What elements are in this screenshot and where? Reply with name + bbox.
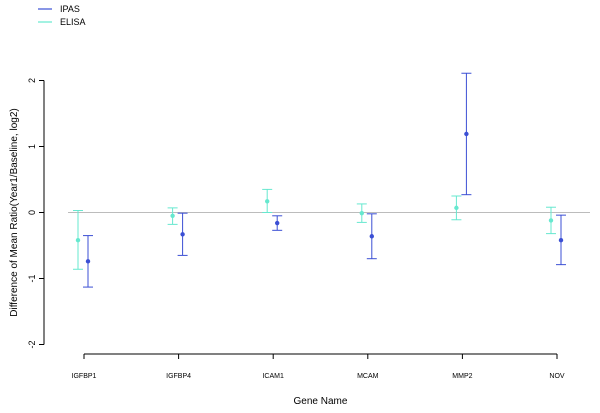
x-tick-label-nov: NOV [549,373,565,380]
elisa-icam1-point [265,199,270,204]
series-elisa [73,188,556,270]
x-tick-label-igfbp4: IGFBP4 [166,373,191,380]
legend: IPAS ELISA [38,4,86,27]
y-tick-label: -1 [27,274,37,282]
y-tick-label: -2 [27,340,37,348]
elisa-igfbp4-point [170,213,175,218]
elisa-mmp2-point [454,205,459,211]
x-tick-label-mmp2: MMP2 [452,373,472,380]
x-axis-title: Gene Name [294,396,348,407]
ipas-nov-point [558,238,564,243]
ipas-igfbp4-point [180,232,185,237]
ipas-igfbp1-point [85,259,91,264]
elisa-nov-point [548,218,554,223]
x-tick-label-igfbp1: IGFBP1 [72,373,97,380]
y-axis-title: Difference of Mean Ratio(Year1/Baseline,… [9,108,20,316]
y-tick-label: 1 [27,144,37,149]
legend-label-ipas: IPAS [60,4,80,14]
series-ipas [83,72,566,288]
y-tick-label: 2 [27,78,37,83]
elisa-mcam-point [359,210,364,216]
elisa-igfbp1-point [75,238,81,243]
data-marks [73,72,566,288]
x-tick-label-icam1: ICAM1 [262,373,284,380]
y-axis: -2 -1 0 1 2 [27,78,45,349]
legend-label-elisa: ELISA [60,17,86,27]
x-tick-label-mcam: MCAM [357,373,379,380]
ipas-icam1-point [275,220,280,226]
y-tick-label: 0 [27,210,37,215]
x-axis: IGFBP1 IGFBP4 ICAM1 MCAM MMP2 NOV [72,353,565,380]
ipas-mmp2-point [464,131,469,137]
ipas-mcam-point [369,234,374,239]
